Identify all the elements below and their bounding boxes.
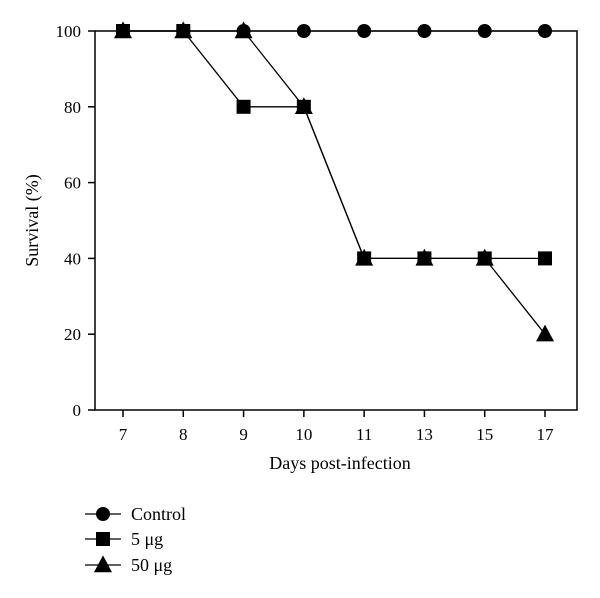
y-axis-label: Survival (%) [22, 174, 43, 266]
y-tick-label: 80 [64, 98, 81, 117]
y-tick-label: 60 [64, 174, 81, 193]
x-axis-label: Days post-infection [269, 453, 410, 473]
data-point-50-g [114, 21, 132, 39]
series-5-g [116, 24, 552, 266]
data-point-50-g [234, 21, 253, 39]
data-point-control [357, 24, 372, 38]
legend-item-control: Control [85, 504, 186, 524]
x-tick-label: 10 [295, 425, 312, 444]
x-tick-label: 9 [239, 425, 248, 444]
data-point-control [538, 24, 552, 38]
data-point-control [296, 24, 311, 38]
data-point-50-g [294, 97, 313, 114]
data-point-50-g [536, 324, 554, 342]
legend-marker-50-g [94, 555, 112, 573]
legend-item-5-g: 5 μg [85, 529, 163, 549]
legend: Control 5 μg 50 μg [85, 504, 186, 575]
x-tick-label: 11 [356, 425, 372, 444]
y-tick-label: 0 [73, 401, 82, 420]
x-tick-label: 13 [416, 425, 433, 444]
plot-area: 0 20 40 60 80 100 7 8 9 10 11 13 15 17 [56, 21, 578, 444]
series-50-g [114, 21, 554, 342]
data-point-50-g [415, 248, 434, 266]
data-point-50-g [475, 248, 494, 266]
legend-item-50-g: 50 μg [85, 555, 172, 575]
data-point-50-g [355, 248, 374, 266]
legend-label-50-g: 50 μg [131, 555, 172, 575]
plot-frame [94, 30, 578, 411]
x-tick-label: 17 [537, 425, 555, 444]
x-tick-label: 8 [179, 425, 188, 444]
legend-marker-5-g [96, 532, 110, 546]
y-tick-label: 20 [64, 325, 81, 344]
series-line-50-g [123, 30, 546, 335]
data-point-control [477, 24, 492, 38]
legend-marker-control [96, 507, 110, 521]
data-point-control [417, 24, 432, 38]
series-line-5-g [123, 30, 545, 260]
x-tick-label: 7 [119, 425, 128, 444]
y-tick-label: 100 [56, 22, 82, 41]
y-tick-label: 40 [64, 249, 81, 268]
data-point-50-g [174, 21, 193, 39]
x-tick-label: 15 [476, 425, 493, 444]
data-point-5-g [236, 99, 251, 114]
data-point-5-g [538, 251, 552, 266]
legend-label-5-g: 5 μg [131, 529, 163, 549]
legend-label-control: Control [131, 504, 186, 524]
